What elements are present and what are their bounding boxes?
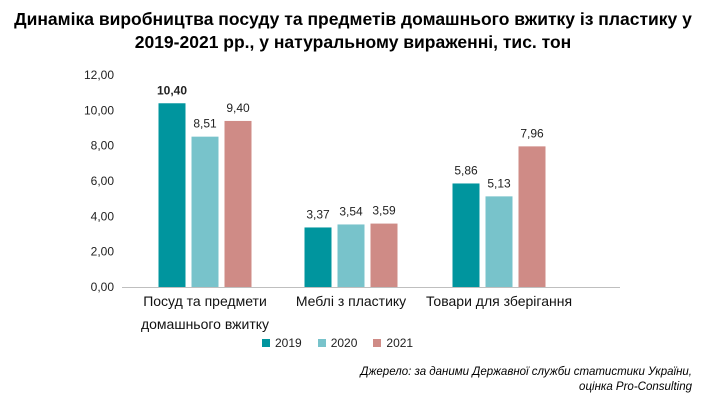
category-label: Посуд та предмети (143, 293, 267, 309)
source-line1: Джерело: за даними Державної служби стат… (360, 366, 692, 378)
bar-2021-2 (518, 146, 546, 287)
data-label: 7,96 (520, 126, 544, 140)
legend-item-2019: 2019 (262, 336, 302, 350)
bar-2019-0 (158, 103, 186, 288)
y-tick-label: 10,00 (84, 103, 114, 117)
data-label: 8,51 (193, 117, 217, 131)
data-label: 3,37 (306, 207, 330, 221)
legend-label: 2019 (275, 336, 302, 350)
y-tick-label: 12,00 (84, 68, 114, 82)
bar-2021-0 (224, 120, 252, 287)
y-tick-label: 4,00 (91, 209, 115, 223)
bar-2020-1 (337, 224, 365, 287)
y-tick-label: 8,00 (91, 139, 115, 153)
y-tick-label: 6,00 (91, 174, 115, 188)
data-label: 5,86 (454, 163, 478, 177)
legend-swatch (373, 339, 382, 347)
y-tick-label: 2,00 (91, 245, 115, 259)
bar-2019-2 (452, 183, 480, 287)
category-label: домашнього вжитку (141, 316, 269, 332)
bar-2021-1 (370, 223, 398, 287)
chart-title-line2: 2019-2021 рр., у натуральному вираженні,… (134, 32, 572, 52)
category-label: Меблі з пластику (296, 293, 406, 309)
legend-label: 2021 (386, 336, 414, 350)
y-tick-label: 0,00 (91, 280, 115, 294)
data-label: 10,40 (157, 83, 187, 97)
legend-label: 2020 (330, 336, 358, 350)
bar-2020-2 (485, 196, 513, 287)
chart-title: Динаміка виробництва посуду та предметів… (0, 8, 706, 54)
category-label: Товари для зберігання (426, 293, 572, 309)
data-label: 3,54 (339, 204, 363, 218)
legend-swatch (262, 339, 270, 347)
chart-legend: 2019 2020 2021 (262, 336, 413, 350)
data-label: 3,59 (372, 204, 396, 218)
source-line2: оцінка Pro-Consulting (579, 381, 692, 393)
legend-item-2020: 2020 (317, 336, 358, 350)
bar-2019-1 (304, 227, 332, 287)
data-label: 5,13 (487, 176, 511, 190)
legend-swatch (317, 339, 326, 347)
data-label: 9,40 (226, 101, 250, 115)
source-note: Джерело: за даними Державної служби стат… (360, 365, 692, 395)
bar-2020-0 (191, 136, 219, 287)
chart-title-line1: Динаміка виробництва посуду та предметів… (14, 9, 692, 29)
legend-item-2021: 2021 (373, 336, 413, 350)
